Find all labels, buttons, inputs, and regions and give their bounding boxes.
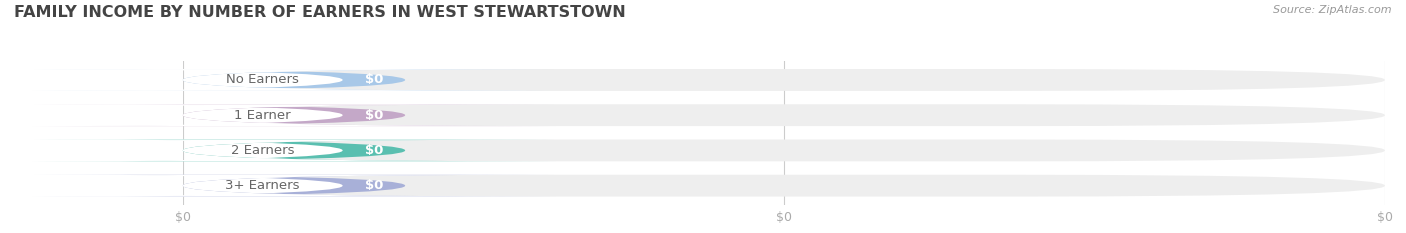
Text: 3+ Earners: 3+ Earners	[225, 179, 299, 192]
FancyBboxPatch shape	[32, 69, 555, 91]
FancyBboxPatch shape	[183, 104, 1385, 126]
Text: $0: $0	[364, 144, 382, 157]
Text: $0: $0	[364, 73, 382, 86]
FancyBboxPatch shape	[183, 69, 1385, 91]
Text: $0: $0	[364, 109, 382, 122]
FancyBboxPatch shape	[183, 140, 1385, 161]
FancyBboxPatch shape	[0, 69, 555, 91]
FancyBboxPatch shape	[183, 175, 1385, 197]
FancyBboxPatch shape	[32, 175, 555, 197]
Text: $0: $0	[364, 179, 382, 192]
Text: 1 Earner: 1 Earner	[235, 109, 291, 122]
FancyBboxPatch shape	[0, 140, 555, 161]
FancyBboxPatch shape	[32, 140, 555, 161]
Text: Source: ZipAtlas.com: Source: ZipAtlas.com	[1274, 5, 1392, 15]
FancyBboxPatch shape	[0, 104, 555, 126]
Text: 2 Earners: 2 Earners	[231, 144, 294, 157]
Text: FAMILY INCOME BY NUMBER OF EARNERS IN WEST STEWARTSTOWN: FAMILY INCOME BY NUMBER OF EARNERS IN WE…	[14, 5, 626, 20]
FancyBboxPatch shape	[32, 104, 555, 126]
Text: No Earners: No Earners	[226, 73, 299, 86]
FancyBboxPatch shape	[0, 175, 555, 197]
